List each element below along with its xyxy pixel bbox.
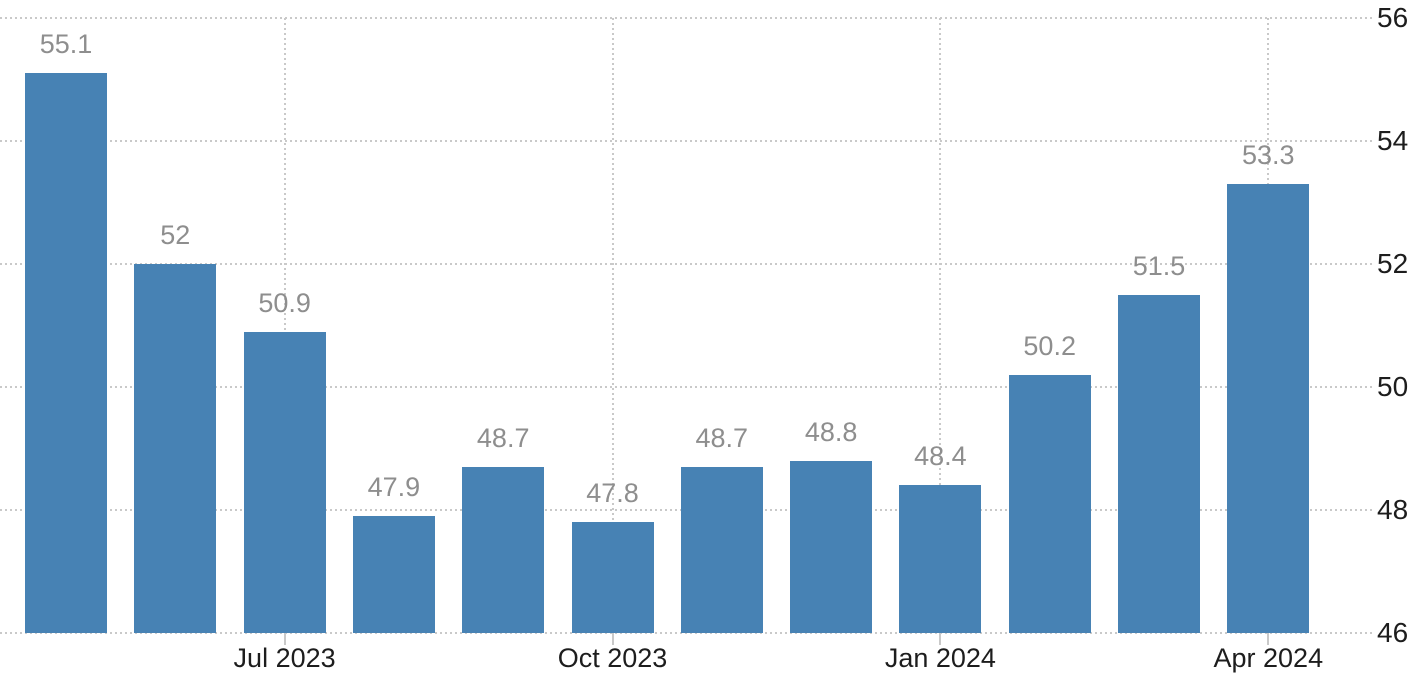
- vertical-gridline: [283, 18, 286, 633]
- bar: [243, 331, 326, 633]
- bar-value-label: 48.7: [476, 422, 530, 453]
- y-axis-tick-label: 54: [1377, 125, 1409, 156]
- bar: [1227, 184, 1310, 633]
- horizontal-gridline: [0, 140, 1372, 142]
- bar: [1118, 294, 1200, 633]
- bar-value-label: 48.8: [804, 416, 858, 447]
- bar: [462, 466, 545, 633]
- bar-value-label: 47.9: [367, 472, 421, 503]
- x-axis-tick-mark: [939, 633, 942, 645]
- y-axis-tick-label: 52: [1377, 248, 1409, 279]
- y-axis-tick-label: 50: [1377, 371, 1409, 402]
- vertical-gridline: [611, 18, 614, 633]
- horizontal-gridline: [0, 17, 1372, 19]
- horizontal-gridline: [0, 386, 1372, 388]
- bar-value-label: 53.3: [1242, 140, 1295, 171]
- x-axis-tick-label: Oct 2023: [557, 643, 668, 673]
- bar: [25, 73, 107, 633]
- x-axis-tick-label: Apr 2024: [1213, 643, 1324, 673]
- x-axis-tick-mark: [283, 633, 286, 645]
- x-axis-tick-label: Jan 2024: [884, 643, 996, 673]
- bar: [790, 460, 873, 633]
- bar: [680, 466, 763, 633]
- bar-value-label: 50.2: [1023, 330, 1076, 361]
- bar-value-label: 48.4: [914, 441, 967, 472]
- horizontal-gridline: [0, 632, 1372, 634]
- bar: [134, 264, 217, 633]
- x-axis-tick-label: Jul 2023: [233, 643, 336, 673]
- bar-value-label: 48.7: [695, 422, 749, 453]
- bar-value-label: 50.9: [258, 287, 311, 318]
- x-axis-tick-mark: [611, 633, 614, 645]
- vertical-gridline: [939, 18, 942, 633]
- x-axis-tick-mark: [1267, 633, 1270, 645]
- bar-value-label: 52: [160, 220, 191, 250]
- y-axis-tick-label: 56: [1377, 2, 1409, 33]
- horizontal-gridline: [0, 263, 1372, 265]
- bar-value-label: 51.5: [1132, 250, 1186, 281]
- bar: [571, 522, 654, 633]
- y-axis-tick-label: 46: [1377, 617, 1409, 648]
- bar-value-label: 47.8: [586, 478, 639, 509]
- bar-value-label: 55.1: [39, 29, 93, 60]
- bar: [1008, 374, 1091, 633]
- bar: [352, 516, 435, 633]
- bar: [899, 485, 982, 633]
- y-axis-tick-label: 48: [1377, 494, 1409, 525]
